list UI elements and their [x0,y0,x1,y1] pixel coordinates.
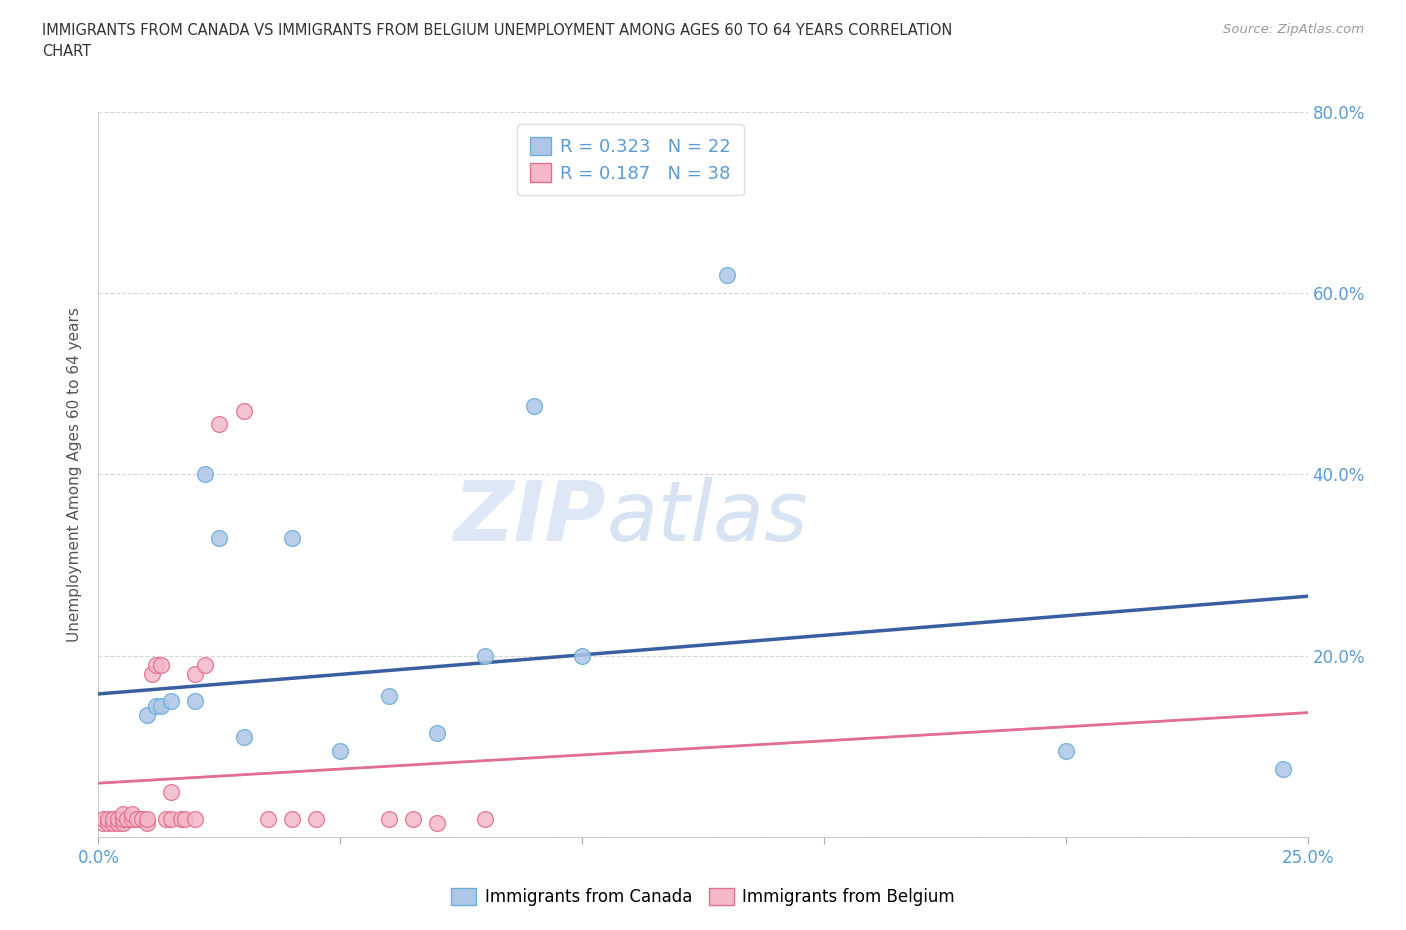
Legend: R = 0.323   N = 22, R = 0.187   N = 38: R = 0.323 N = 22, R = 0.187 N = 38 [517,125,744,195]
Point [184,694,207,709]
Text: CHART: CHART [42,44,91,59]
Point [402,811,425,827]
Point [150,658,173,672]
Point [101,811,124,827]
Point [184,666,207,681]
Point [232,730,254,745]
Point [426,725,449,740]
Point [111,816,134,830]
Point [208,417,231,432]
Point [131,811,153,827]
Point [426,816,449,830]
Point [150,698,173,713]
Point [474,811,496,827]
Point [111,807,134,822]
Point [377,811,399,827]
Text: Source: ZipAtlas.com: Source: ZipAtlas.com [1223,23,1364,36]
Point [131,811,153,827]
Point [107,811,129,827]
Point [169,811,191,827]
Point [1054,743,1077,758]
Point [194,658,217,672]
Text: IMMIGRANTS FROM CANADA VS IMMIGRANTS FROM BELGIUM UNEMPLOYMENT AMONG AGES 60 TO : IMMIGRANTS FROM CANADA VS IMMIGRANTS FRO… [42,23,952,38]
Point [101,816,124,830]
Point [145,658,167,672]
Point [305,811,328,827]
Point [377,689,399,704]
Point [117,811,139,827]
Point [127,811,149,827]
Point [111,811,134,827]
Point [256,811,278,827]
Point [97,811,120,827]
Point [160,811,183,827]
Text: atlas: atlas [606,477,808,558]
Point [571,648,593,663]
Point [174,811,197,827]
Point [107,816,129,830]
Point [281,811,304,827]
Point [91,816,114,830]
Point [121,807,143,822]
Point [523,399,546,414]
Point [117,811,139,827]
Point [184,811,207,827]
Point [121,811,143,827]
Point [1272,762,1295,777]
Point [160,694,183,709]
Point [716,268,738,283]
Point [160,784,183,799]
Y-axis label: Unemployment Among Ages 60 to 64 years: Unemployment Among Ages 60 to 64 years [67,307,83,642]
Point [281,530,304,545]
Point [135,811,157,827]
Point [145,698,167,713]
Point [91,811,114,827]
Point [101,811,124,827]
Point [194,467,217,482]
Point [155,811,177,827]
Point [135,816,157,830]
Point [127,811,149,827]
Legend: Immigrants from Canada, Immigrants from Belgium: Immigrants from Canada, Immigrants from … [444,881,962,912]
Text: ZIP: ZIP [454,477,606,558]
Point [97,816,120,830]
Point [329,743,352,758]
Point [208,530,231,545]
Point [474,648,496,663]
Point [141,666,163,681]
Point [135,707,157,722]
Point [232,404,254,418]
